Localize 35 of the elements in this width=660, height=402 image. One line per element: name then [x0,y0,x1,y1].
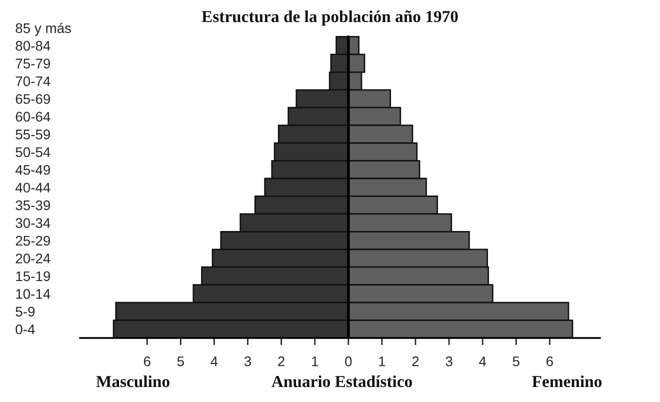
y-tick-label: 85 y más [16,22,71,36]
y-tick-label: 35-39 [16,200,50,210]
x-tick-label: 5 [177,356,184,366]
y-tick-label: 20-24 [16,254,50,264]
x-tick-label: 0 [345,356,352,366]
x-tick-label: 2 [278,356,284,366]
x-tick-label: 1 [312,356,318,366]
x-tick-label: 6 [144,356,150,366]
y-tick-label: 15-19 [16,271,50,282]
y-tick-label: 5-9 [16,306,35,317]
y-tick-label: 30-34 [16,218,50,228]
y-tick-label: 40-44 [15,182,50,193]
y-tick-label: 45-49 [15,164,50,175]
y-tick-label: 70-74 [16,76,50,86]
y-tick-label: 60-64 [16,112,50,122]
y-tick-label: 55-59 [16,130,50,140]
x-tick-label: 3 [446,356,452,366]
x-tick-label: 6 [546,356,553,366]
x-tick-label: 1 [379,356,386,366]
text: Anuario Estadístico [272,375,412,388]
text: Femenino [532,375,602,388]
chart-title: Estructura de la población año 1970 [202,10,458,26]
text: Masculino [96,375,170,388]
x-tick-label: 2 [412,356,419,366]
x-tick-label: 4 [479,356,486,366]
y-tick-label: 65-69 [16,94,50,104]
y-tick-label: 80-84 [16,40,50,51]
y-tick-label: 50-54 [16,147,50,158]
y-tick-label: 25-29 [16,236,50,246]
y-tick-label: 10-14 [16,289,50,299]
y-tick-label: 75-79 [16,58,50,68]
x-tick-label: 3 [244,356,251,366]
x-tick-label: 4 [210,356,218,366]
x-tick-label: 5 [512,356,520,366]
y-tick-label: 0-4 [16,324,35,334]
